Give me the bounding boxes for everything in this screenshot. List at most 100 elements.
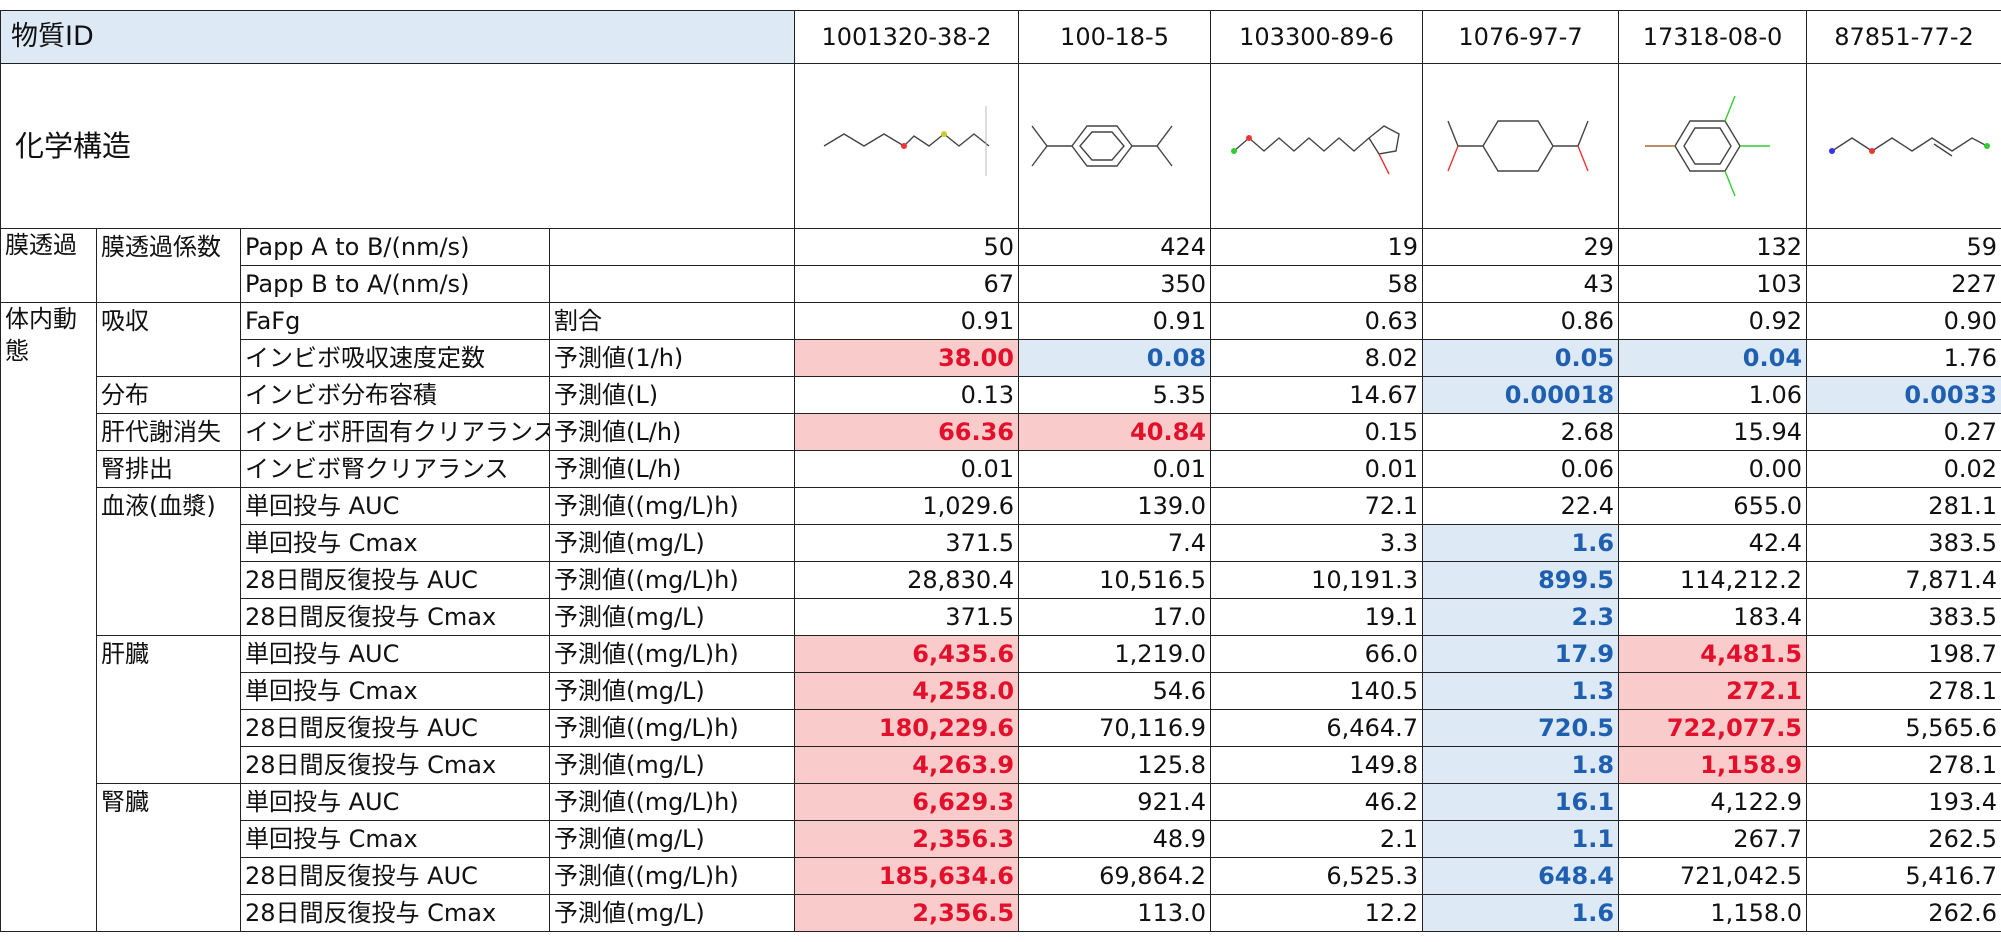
item-label: インビボ肝固有クリアランス bbox=[240, 413, 550, 451]
substance-id: 1001320-38-2 bbox=[794, 10, 1020, 64]
value-cell: 6,464.7 bbox=[1210, 709, 1424, 747]
value-cell: 0.90 bbox=[1806, 302, 2001, 340]
value-cell: 180,229.6 bbox=[794, 709, 1020, 747]
unit-label: 割合 bbox=[548, 302, 796, 340]
data-row: 単回投与 Cmax 予測値(mg/L) 371.5 7.4 3.3 1.6 42.4 383.… bbox=[1, 524, 2001, 562]
value-cell: 38.00 bbox=[794, 339, 1020, 377]
item-label: 28日間反復投与 AUC bbox=[240, 857, 550, 895]
value-cell: 17.9 bbox=[1422, 635, 1620, 673]
value-cell: 69,864.2 bbox=[1018, 857, 1212, 895]
structure-image bbox=[1422, 63, 1620, 229]
structure-label: 化学構造 bbox=[0, 63, 796, 229]
value-cell: 371.5 bbox=[794, 598, 1020, 636]
value-cell: 4,481.5 bbox=[1618, 635, 1808, 673]
structure-image bbox=[1210, 63, 1424, 229]
value-cell: 1.6 bbox=[1422, 524, 1620, 562]
item-label: 単回投与 AUC bbox=[240, 783, 550, 821]
value-cell: 0.01 bbox=[794, 450, 1020, 488]
group-label: 分布 bbox=[96, 376, 241, 414]
value-cell: 70,116.9 bbox=[1018, 709, 1212, 747]
value-cell: 424 bbox=[1018, 228, 1212, 266]
unit-label: 予測値((mg/L)h) bbox=[548, 487, 796, 525]
data-row: 単回投与 Cmax 予測値(mg/L) 4,258.0 54.6 140.5 1.3 272… bbox=[1, 672, 2001, 710]
data-row: Papp B to A/(nm/s) 67 350 58 43 103 227 bbox=[1, 265, 2001, 303]
value-cell: 1,029.6 bbox=[794, 487, 1020, 525]
value-cell: 43 bbox=[1422, 265, 1620, 303]
unit-label bbox=[548, 265, 796, 303]
group-label: 肝代謝消失 bbox=[96, 413, 241, 451]
data-row: 腎排出 インビボ腎クリアランス 予測値(L/h) 0.01 0.01 0.01 0.06 0.… bbox=[1, 450, 2001, 488]
unit-label: 予測値((mg/L)h) bbox=[548, 783, 796, 821]
value-cell: 7,871.4 bbox=[1806, 561, 2001, 599]
item-label: 28日間反復投与 AUC bbox=[240, 709, 550, 747]
molecule bbox=[1231, 125, 1400, 175]
item-label: インビボ腎クリアランス bbox=[240, 450, 550, 488]
value-cell: 17.0 bbox=[1018, 598, 1212, 636]
group-label: 血液(血漿) bbox=[96, 487, 241, 636]
value-cell: 1.76 bbox=[1806, 339, 2001, 377]
value-cell: 19.1 bbox=[1210, 598, 1424, 636]
value-cell: 2,356.3 bbox=[794, 820, 1020, 858]
value-cell: 0.00018 bbox=[1422, 376, 1620, 414]
substance-id: 1076-97-7 bbox=[1422, 10, 1620, 64]
unit-label: 予測値(mg/L) bbox=[548, 524, 796, 562]
item-label: 28日間反復投与 Cmax bbox=[240, 746, 550, 784]
data-row: 28日間反復投与 Cmax 予測値(mg/L) 2,356.5 113.0 12.2 1.… bbox=[1, 894, 2001, 932]
value-cell: 125.8 bbox=[1018, 746, 1212, 784]
section-label: 膜透過 bbox=[0, 228, 97, 303]
unit-label: 予測値((mg/L)h) bbox=[548, 561, 796, 599]
unit-label: 予測値(mg/L) bbox=[548, 746, 796, 784]
value-cell: 921.4 bbox=[1018, 783, 1212, 821]
value-cell: 722,077.5 bbox=[1618, 709, 1808, 747]
value-cell: 140.5 bbox=[1210, 672, 1424, 710]
data-row: 血液(血漿) 単回投与 AUC 予測値((mg/L)h) 1,029.6 139.0 72… bbox=[1, 487, 2001, 636]
value-cell: 0.02 bbox=[1806, 450, 2001, 488]
value-cell: 40.84 bbox=[1018, 413, 1212, 451]
value-cell: 42.4 bbox=[1618, 524, 1808, 562]
value-cell: 14.67 bbox=[1210, 376, 1424, 414]
value-cell: 10,516.5 bbox=[1018, 561, 1212, 599]
value-cell: 0.92 bbox=[1618, 302, 1808, 340]
value-cell: 19 bbox=[1210, 228, 1424, 266]
value-cell: 5,416.7 bbox=[1806, 857, 2001, 895]
value-cell: 113.0 bbox=[1018, 894, 1212, 932]
value-cell: 16.1 bbox=[1422, 783, 1620, 821]
value-cell: 2,356.5 bbox=[794, 894, 1020, 932]
structure-image bbox=[1018, 63, 1212, 229]
value-cell: 1.8 bbox=[1422, 746, 1620, 784]
data-row: 単回投与 Cmax 予測値(mg/L) 2,356.3 48.9 2.1 1.1 267.7… bbox=[1, 820, 2001, 858]
value-cell: 7.4 bbox=[1018, 524, 1212, 562]
value-cell: 139.0 bbox=[1018, 487, 1212, 525]
value-cell: 720.5 bbox=[1422, 709, 1620, 747]
group-label: 肝臓 bbox=[96, 635, 241, 784]
value-cell: 0.13 bbox=[794, 376, 1020, 414]
value-cell: 10,191.3 bbox=[1210, 561, 1424, 599]
value-cell: 0.01 bbox=[1210, 450, 1424, 488]
value-cell: 383.5 bbox=[1806, 524, 2001, 562]
value-cell: 3.3 bbox=[1210, 524, 1424, 562]
data-row: インビボ吸収速度定数 予測値(1/h) 38.00 0.08 8.02 0.05 0.04 1… bbox=[1, 339, 2001, 377]
value-cell: 227 bbox=[1806, 265, 2001, 303]
value-cell: 6,435.6 bbox=[794, 635, 1020, 673]
group-label: 膜透過係数 bbox=[96, 228, 241, 303]
value-cell: 0.00 bbox=[1618, 450, 1808, 488]
value-cell: 48.9 bbox=[1018, 820, 1212, 858]
data-row: 肝臓 単回投与 AUC 予測値((mg/L)h) 6,435.6 1,219.0 66.0… bbox=[1, 635, 2001, 784]
value-cell: 262.5 bbox=[1806, 820, 2001, 858]
value-cell: 1,219.0 bbox=[1018, 635, 1212, 673]
value-cell: 0.63 bbox=[1210, 302, 1424, 340]
value-cell: 0.86 bbox=[1422, 302, 1620, 340]
value-cell: 15.94 bbox=[1618, 413, 1808, 451]
value-cell: 262.6 bbox=[1806, 894, 2001, 932]
value-cell: 0.06 bbox=[1422, 450, 1620, 488]
value-cell: 54.6 bbox=[1018, 672, 1212, 710]
value-cell: 149.8 bbox=[1210, 746, 1424, 784]
item-label: Papp B to A/(nm/s) bbox=[240, 265, 550, 303]
value-cell: 721,042.5 bbox=[1618, 857, 1808, 895]
molecule bbox=[823, 106, 990, 176]
substance-id: 103300-89-6 bbox=[1210, 10, 1424, 64]
item-label: Papp A to B/(nm/s) bbox=[240, 228, 550, 266]
table-body: 物質ID 1001320-38-2 100-18-5 103300-89-6 1076-… bbox=[0, 10, 2001, 932]
